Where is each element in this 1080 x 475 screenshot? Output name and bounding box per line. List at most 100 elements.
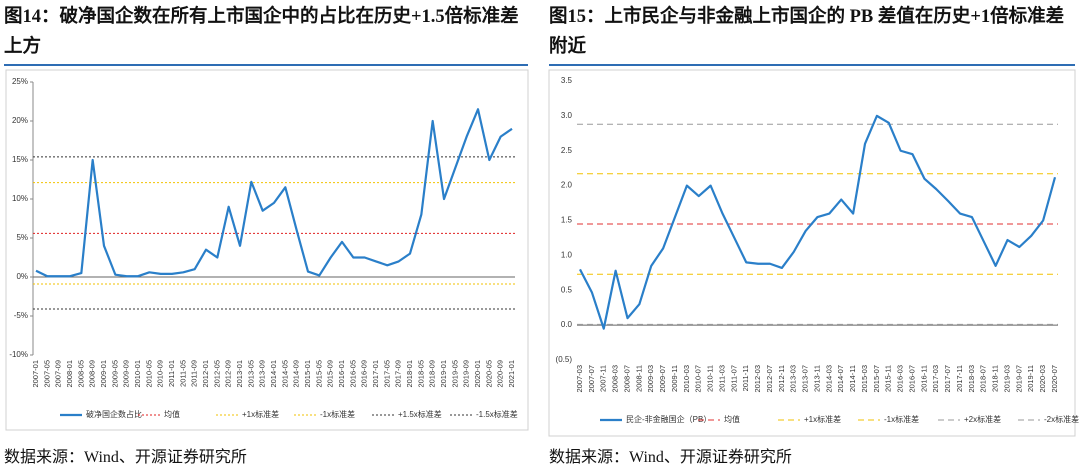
x-tick-label: 2009-11: [670, 365, 679, 392]
x-tick-label: 2017-05: [382, 360, 391, 388]
x-tick-label: 2017-09: [394, 360, 403, 388]
x-tick-label: 2011-01: [167, 360, 176, 387]
y-tick-label: -10%: [9, 350, 28, 359]
x-tick-label: 2019-01: [439, 360, 448, 388]
x-tick-label: 2020-07: [1050, 365, 1059, 393]
x-tick-label: 2013-07: [801, 365, 810, 393]
legend-label: 均值: [724, 414, 740, 424]
x-tick-label: 2009-01: [99, 360, 108, 388]
title-rule: [549, 64, 1075, 66]
x-tick-label: 2008-01: [65, 360, 74, 388]
x-tick-label: 2017-01: [371, 360, 380, 388]
x-tick-label: 2015-09: [326, 360, 335, 388]
legend-label: -1x标准差: [884, 414, 919, 424]
x-tick-label: 2015-01: [303, 360, 312, 388]
x-tick-label: 2017-03: [931, 365, 940, 393]
x-tick-label: 2019-05: [450, 360, 459, 388]
legend-label: 民企-非金融国企（PB）: [626, 414, 711, 424]
legend-label: -1.5x标准差: [476, 409, 518, 419]
x-tick-label: 2011-11: [741, 365, 750, 391]
x-tick-label: 2008-03: [611, 365, 620, 393]
x-tick-label: 2007-01: [31, 360, 40, 388]
x-tick-label: 2012-11: [777, 365, 786, 392]
x-tick-label: 2019-03: [1002, 365, 1011, 393]
y-tick-label: 25%: [12, 77, 28, 86]
x-tick-label: 2007-11: [599, 365, 608, 392]
frame: [5, 69, 529, 431]
y-tick-label: 0.0: [561, 320, 573, 329]
x-tick-label: 2013-03: [789, 365, 798, 393]
x-tick-label: 2016-09: [360, 360, 369, 388]
x-tick-label: 2010-01: [133, 360, 142, 388]
x-tick-label: 2008-09: [88, 360, 97, 388]
x-tick-label: 2011-07: [729, 365, 738, 392]
x-tick-label: 2018-05: [416, 360, 425, 388]
x-tick-label: 2015-05: [314, 360, 323, 388]
x-tick-label: 2016-11: [919, 365, 928, 392]
x-tick-label: 2009-05: [110, 360, 119, 388]
x-tick-label: 2010-07: [694, 365, 703, 393]
x-tick-label: 2020-01: [473, 360, 482, 388]
legend-label: -2x标准差: [1044, 414, 1079, 424]
x-tick-label: 2016-07: [907, 365, 916, 393]
legend-label: +2x标准差: [964, 414, 1001, 424]
data-line: [579, 114, 1057, 330]
x-tick-label: 2018-03: [967, 365, 976, 393]
x-tick-label: 2007-05: [42, 360, 51, 388]
x-tick-label: 2013-05: [246, 360, 255, 388]
x-tick-label: 2016-01: [337, 360, 346, 388]
x-tick-label: 2015-07: [872, 365, 881, 393]
x-tick-label: 2016-05: [348, 360, 357, 388]
x-tick-label: 2019-07: [1014, 365, 1023, 393]
y-tick-label: -5%: [14, 311, 28, 320]
legend-label: +1x标准差: [804, 414, 841, 424]
x-tick-label: 2019-09: [462, 360, 471, 388]
legend-label: 均值: [164, 409, 180, 419]
x-tick-label: 2018-11: [991, 365, 1000, 392]
x-tick-label: 2016-03: [896, 365, 905, 393]
x-tick-label: 2018-01: [405, 360, 414, 388]
y-tick-label: 2.0: [561, 181, 573, 190]
x-tick-label: 2017-07: [943, 365, 952, 393]
title-rule: [4, 64, 528, 66]
y-tick-label: 0%: [16, 272, 28, 281]
x-tick-label: 2012-03: [753, 365, 762, 393]
x-tick-label: 2008-07: [622, 365, 631, 393]
x-tick-label: 2019-11: [1026, 365, 1035, 392]
x-tick-label: 2014-07: [836, 365, 845, 393]
x-tick-label: 2007-03: [575, 365, 584, 393]
data-line: [35, 108, 513, 278]
x-tick-label: 2012-01: [201, 360, 210, 388]
x-tick-label: 2014-03: [824, 365, 833, 393]
x-tick-label: 2010-05: [144, 360, 153, 388]
x-tick-label: 2008-11: [634, 365, 643, 392]
source: 数据来源：Wind、开源证券研究所: [4, 449, 247, 466]
x-tick-label: 2009-09: [122, 360, 131, 388]
x-tick-label: 2010-09: [156, 360, 165, 388]
y-tick-label: 3.5: [561, 76, 573, 85]
legend-label: 破净国企数占比: [86, 409, 142, 419]
x-tick-label: 2011-09: [190, 360, 199, 387]
x-tick-label: 2013-11: [812, 365, 821, 392]
x-tick-label: 2013-01: [235, 360, 244, 388]
y-tick-label: 5%: [16, 233, 28, 242]
y-tick-label: 1.5: [561, 216, 573, 225]
x-tick-label: 2012-07: [765, 365, 774, 393]
y-tick-label: (0.5): [556, 355, 573, 364]
x-tick-label: 2020-03: [1038, 365, 1047, 393]
x-tick-label: 2020-05: [484, 360, 493, 388]
x-tick-label: 2012-05: [212, 360, 221, 388]
chart-title: 图14：破净国企数在所有上市国企中的占比在历史+1.5倍标准差上方: [4, 7, 519, 57]
frame: [548, 69, 1076, 437]
x-tick-label: 2009-03: [646, 365, 655, 393]
x-tick-label: 2008-05: [76, 360, 85, 388]
x-tick-label: 2021-01: [507, 360, 516, 388]
x-tick-label: 2018-07: [979, 365, 988, 393]
legend-label: +1.5x标准差: [398, 409, 442, 419]
x-tick-label: 2014-05: [280, 360, 289, 388]
y-tick-label: 2.5: [561, 146, 573, 155]
x-tick-label: 2013-09: [258, 360, 267, 388]
x-tick-label: 2014-01: [269, 360, 278, 388]
